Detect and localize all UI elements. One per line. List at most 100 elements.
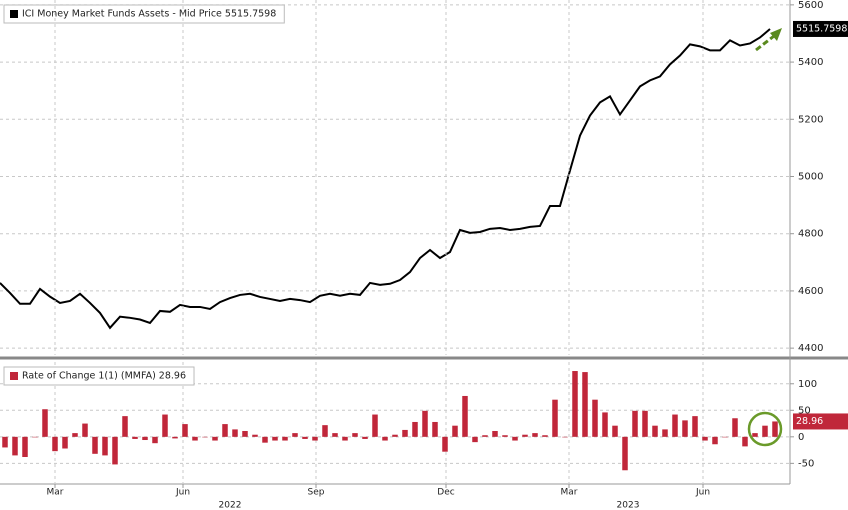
bar xyxy=(482,435,488,437)
bar xyxy=(672,414,678,437)
bar xyxy=(572,371,578,437)
bar xyxy=(52,436,58,452)
bar xyxy=(512,436,518,441)
bar xyxy=(722,436,728,438)
y-tick-label: 5000 xyxy=(798,171,823,182)
bar xyxy=(152,436,158,444)
bar xyxy=(492,430,498,437)
last-value-label: 5515.7598 xyxy=(796,23,847,34)
bar xyxy=(212,436,218,441)
legend-box xyxy=(3,366,195,386)
bar xyxy=(372,414,378,437)
bar xyxy=(742,436,748,447)
bar xyxy=(652,425,658,437)
bar xyxy=(702,436,708,441)
last-value-tag xyxy=(793,20,848,37)
bar xyxy=(282,436,288,441)
bar xyxy=(2,436,8,448)
legend-box xyxy=(3,4,285,24)
last-value-tag xyxy=(793,413,848,430)
bar xyxy=(292,433,298,437)
bar xyxy=(642,410,648,437)
legend: Rate of Change 1(1) (MMFA) 28.96 xyxy=(3,366,195,386)
last-value-label: 28.96 xyxy=(796,416,823,427)
bar xyxy=(392,434,398,437)
bar xyxy=(612,425,618,437)
y-tick-label: 0 xyxy=(798,432,804,443)
annotation-circle xyxy=(747,411,783,447)
bar xyxy=(452,425,458,437)
bar xyxy=(582,372,588,437)
bar xyxy=(712,436,718,445)
bar xyxy=(302,436,308,439)
bar xyxy=(22,436,28,457)
y-tick-label: 100 xyxy=(798,379,817,390)
bar xyxy=(562,436,568,438)
year-label: 2023 xyxy=(617,501,640,510)
bar xyxy=(192,436,198,441)
bar xyxy=(112,436,118,465)
bar xyxy=(682,420,688,437)
bar xyxy=(602,412,608,437)
legend-swatch xyxy=(10,10,18,18)
bar xyxy=(752,433,758,437)
bar xyxy=(542,435,548,437)
bar xyxy=(732,418,738,437)
y-tick-label: 5400 xyxy=(798,57,823,68)
bar xyxy=(422,410,428,437)
bar xyxy=(272,436,278,441)
bar xyxy=(332,433,338,437)
bar xyxy=(692,416,698,437)
y-tick-label: 5600 xyxy=(798,0,823,11)
bar xyxy=(92,436,98,454)
bar xyxy=(442,436,448,452)
x-tick-label: Dec xyxy=(437,488,454,498)
bar xyxy=(352,433,358,437)
bar xyxy=(622,436,628,471)
bar xyxy=(232,429,238,437)
bar xyxy=(322,425,328,437)
bar xyxy=(362,436,368,439)
bar xyxy=(342,436,348,441)
legend-swatch xyxy=(10,372,18,380)
legend-label: ICI Money Market Funds Assets - Mid Pric… xyxy=(22,9,276,20)
line-series xyxy=(0,28,771,330)
bar xyxy=(62,436,68,449)
bar xyxy=(82,423,88,437)
bar xyxy=(412,421,418,437)
y-tick-label: 4600 xyxy=(798,286,823,297)
bar xyxy=(432,421,438,437)
bar xyxy=(592,399,598,437)
x-tick-label: Mar xyxy=(47,488,64,498)
legend-label: Rate of Change 1(1) (MMFA) 28.96 xyxy=(22,371,186,382)
bar xyxy=(222,424,228,437)
year-label: 2022 xyxy=(219,501,242,510)
bar xyxy=(382,436,388,441)
bar xyxy=(182,424,188,437)
bar xyxy=(462,395,468,437)
bar xyxy=(772,421,778,437)
bar xyxy=(762,425,768,437)
bar xyxy=(402,429,408,437)
bar xyxy=(32,436,38,438)
bar xyxy=(502,435,508,437)
bar xyxy=(122,416,128,437)
y-tick-label: 4400 xyxy=(798,343,823,354)
bar xyxy=(632,410,638,437)
bar xyxy=(162,414,168,437)
annotation-arrow xyxy=(755,28,782,52)
bar xyxy=(662,429,668,437)
x-tick-label: Mar xyxy=(561,488,578,498)
bar xyxy=(552,399,558,437)
bar xyxy=(202,436,208,438)
y-tick-label: 5200 xyxy=(798,114,823,125)
bar xyxy=(172,436,178,439)
bar xyxy=(12,436,18,456)
x-tick-label: Sep xyxy=(308,488,325,498)
bar xyxy=(42,409,48,437)
bar xyxy=(532,433,538,437)
bar xyxy=(242,430,248,437)
y-tick-label: 4800 xyxy=(798,229,823,240)
